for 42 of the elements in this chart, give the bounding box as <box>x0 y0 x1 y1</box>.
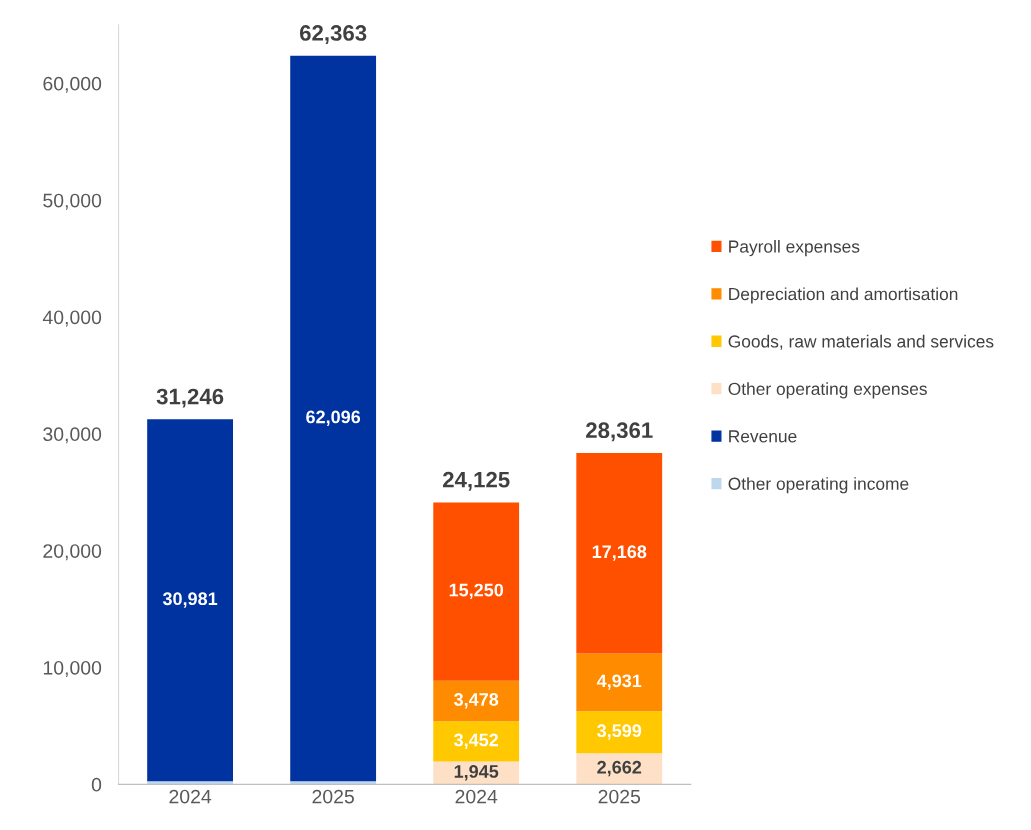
data-label: 2,662 <box>597 760 642 777</box>
data-label: 15,250 <box>449 583 504 600</box>
bar <box>576 753 663 785</box>
data-label: 30,981 <box>162 592 218 608</box>
data-label: 3,599 <box>597 724 642 740</box>
data-label: 3,452 <box>454 733 499 749</box>
total-label: 62,363 <box>299 25 367 45</box>
y-tick-label: 60,000 <box>43 76 102 93</box>
legend-label: Other operating income <box>728 477 909 494</box>
y-tick-label: 40,000 <box>42 310 102 327</box>
data-label: 1,945 <box>454 765 499 781</box>
x-tick-label: 2024 <box>169 789 212 804</box>
data-label: 62,096 <box>306 410 361 426</box>
data-label: 3,478 <box>454 693 499 709</box>
y-tick-label: 0 <box>91 777 102 792</box>
bar <box>576 653 663 712</box>
data-label: 17,168 <box>592 545 647 561</box>
x-tick-label: 2025 <box>598 789 641 804</box>
legend-label: Other operating expenses <box>728 382 927 399</box>
legend-label: Depreciation and amortisation <box>729 287 958 304</box>
y-tick-label: 10,000 <box>43 660 102 678</box>
bar <box>290 781 377 785</box>
y-tick-label: 30,000 <box>43 427 102 444</box>
bar <box>433 721 520 762</box>
bar <box>433 680 520 722</box>
data-label: 4,931 <box>596 674 642 690</box>
bar <box>147 781 234 785</box>
legend-label: Revenue <box>729 430 797 443</box>
bar <box>576 711 663 754</box>
total-label: 28,361 <box>586 422 653 442</box>
y-tick-label: 20,000 <box>43 544 102 561</box>
x-tick-label: 2025 <box>312 789 354 804</box>
y-tick-label: 50,000 <box>43 193 102 210</box>
bar <box>433 502 520 681</box>
bar <box>290 55 377 782</box>
legend-label: Goods, raw materials and services <box>728 334 994 350</box>
legend-label: Payroll expenses <box>729 239 860 257</box>
bar <box>147 419 234 782</box>
x-tick-label: 2024 <box>455 789 498 804</box>
total-label: 31,246 <box>156 388 224 408</box>
bar <box>576 453 663 654</box>
total-label: 24,125 <box>442 471 510 491</box>
